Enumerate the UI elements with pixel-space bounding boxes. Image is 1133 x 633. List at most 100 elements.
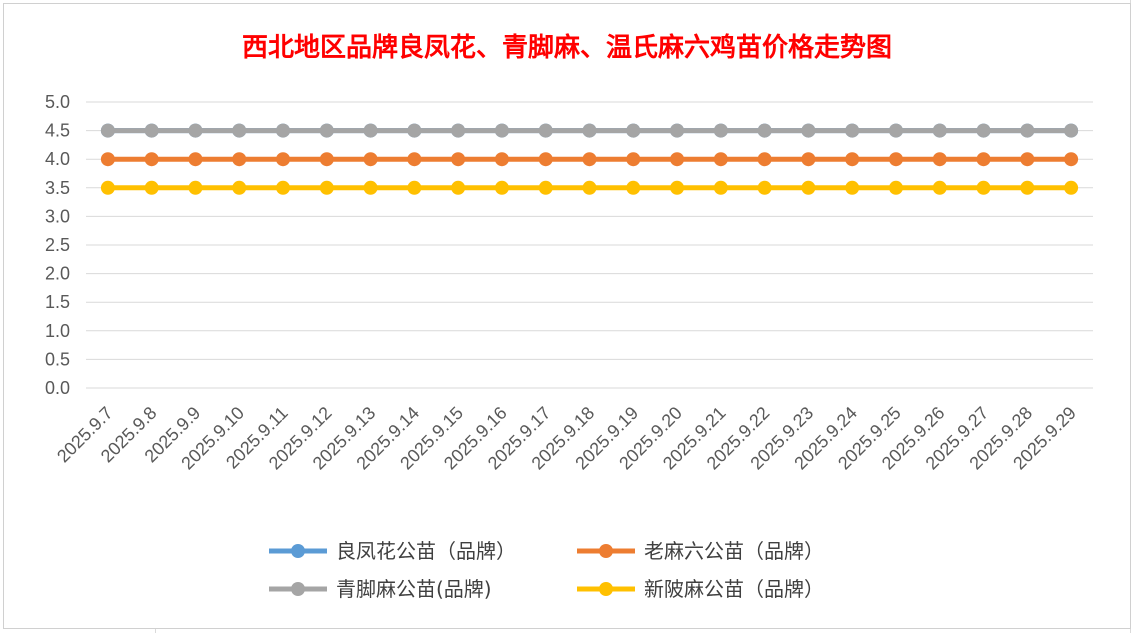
- line-chart: 西北地区品牌良凤花、青脚麻、温氏麻六鸡苗价格走势图 0.0 0.5 1.0 1.5 2.…: [45, 32, 1093, 601]
- data-point: [407, 123, 422, 138]
- data-point: [932, 152, 947, 167]
- data-point: [494, 123, 509, 138]
- data-point: [100, 123, 115, 138]
- data-point: [407, 180, 422, 195]
- legend-swatch-marker: [599, 544, 613, 558]
- data-point: [582, 123, 597, 138]
- y-tick-label: 3.0: [45, 206, 70, 226]
- data-point: [144, 152, 159, 167]
- data-point: [538, 152, 553, 167]
- y-tick-label: 3.5: [45, 178, 70, 198]
- legend-swatch-marker: [599, 582, 613, 596]
- data-point: [319, 123, 334, 138]
- chart-area[interactable]: 西北地区品牌良凤花、青脚麻、温氏麻六鸡苗价格走势图 0.0 0.5 1.0 1.5 2.…: [3, 3, 1131, 629]
- data-point: [451, 123, 466, 138]
- data-point: [845, 180, 860, 195]
- data-point: [494, 152, 509, 167]
- data-point: [932, 180, 947, 195]
- legend-item[interactable]: 良凤花公苗（品牌）: [269, 539, 516, 563]
- y-tick-label: 4.0: [45, 149, 70, 169]
- series-layer: [100, 123, 1079, 195]
- data-point: [1064, 152, 1079, 167]
- series-2: [100, 152, 1079, 167]
- data-point: [932, 123, 947, 138]
- data-point: [319, 152, 334, 167]
- y-tick-label: 4.5: [45, 121, 70, 141]
- y-tick-label: 2.5: [45, 235, 70, 255]
- data-point: [670, 123, 685, 138]
- data-point: [801, 123, 816, 138]
- data-point: [888, 152, 903, 167]
- gridlines: [86, 101, 1093, 389]
- data-point: [713, 152, 728, 167]
- data-point: [276, 123, 291, 138]
- data-point: [757, 180, 772, 195]
- legend-label: 新陂麻公苗（品牌）: [644, 577, 824, 601]
- data-point: [451, 180, 466, 195]
- data-point: [976, 123, 991, 138]
- y-tick-label: 5.0: [45, 92, 70, 112]
- data-point: [1020, 180, 1035, 195]
- data-point: [319, 180, 334, 195]
- y-tick-label: 2.0: [45, 264, 70, 284]
- data-point: [363, 123, 378, 138]
- legend-label: 青脚麻公苗(品牌): [336, 577, 492, 601]
- data-point: [976, 180, 991, 195]
- y-tick-label: 1.5: [45, 292, 70, 312]
- data-point: [1020, 123, 1035, 138]
- data-point: [626, 152, 641, 167]
- data-point: [451, 152, 466, 167]
- data-point: [363, 152, 378, 167]
- data-point: [538, 123, 553, 138]
- data-point: [670, 152, 685, 167]
- data-point: [100, 180, 115, 195]
- y-tick-label: 1.0: [45, 321, 70, 341]
- data-point: [582, 152, 597, 167]
- data-point: [757, 123, 772, 138]
- data-point: [363, 180, 378, 195]
- data-point: [188, 180, 203, 195]
- legend-item[interactable]: 新陂麻公苗（品牌）: [577, 577, 824, 601]
- y-tick-label: 0.5: [45, 349, 70, 369]
- series-3: [100, 123, 1079, 138]
- data-point: [1064, 123, 1079, 138]
- legend: 良凤花公苗（品牌） 老麻六公苗（品牌） 青脚麻公苗(品牌) 新陂麻公苗（品牌）: [269, 539, 824, 601]
- legend-item[interactable]: 老麻六公苗（品牌）: [577, 539, 824, 563]
- data-point: [100, 152, 115, 167]
- data-point: [888, 123, 903, 138]
- data-point: [713, 180, 728, 195]
- data-point: [232, 180, 247, 195]
- y-tick-label: 0.0: [45, 378, 70, 398]
- data-point: [845, 152, 860, 167]
- data-point: [801, 180, 816, 195]
- legend-swatch-marker: [291, 544, 305, 558]
- data-point: [494, 180, 509, 195]
- data-point: [1020, 152, 1035, 167]
- data-point: [276, 180, 291, 195]
- legend-item[interactable]: 青脚麻公苗(品牌): [269, 577, 492, 601]
- data-point: [188, 152, 203, 167]
- data-point: [757, 152, 772, 167]
- data-point: [713, 123, 728, 138]
- data-point: [670, 180, 685, 195]
- legend-swatch-marker: [291, 582, 305, 596]
- data-point: [188, 123, 203, 138]
- y-axis-ticks: 0.0 0.5 1.0 1.5 2.0 2.5 3.0 3.5 4.0 4.5 5.0: [45, 92, 70, 398]
- data-point: [276, 152, 291, 167]
- data-point: [144, 180, 159, 195]
- data-point: [407, 152, 422, 167]
- series-4: [100, 180, 1079, 195]
- x-axis-ticks: 2025.9.72025.9.82025.9.92025.9.102025.9.…: [53, 403, 1080, 474]
- data-point: [144, 123, 159, 138]
- sheet-gridline: [155, 627, 156, 633]
- data-point: [626, 180, 641, 195]
- data-point: [582, 180, 597, 195]
- data-point: [538, 180, 553, 195]
- legend-label: 老麻六公苗（品牌）: [644, 539, 824, 563]
- data-point: [976, 152, 991, 167]
- data-point: [845, 123, 860, 138]
- data-point: [626, 123, 641, 138]
- chart-title: 西北地区品牌良凤花、青脚麻、温氏麻六鸡苗价格走势图: [242, 32, 892, 63]
- data-point: [232, 123, 247, 138]
